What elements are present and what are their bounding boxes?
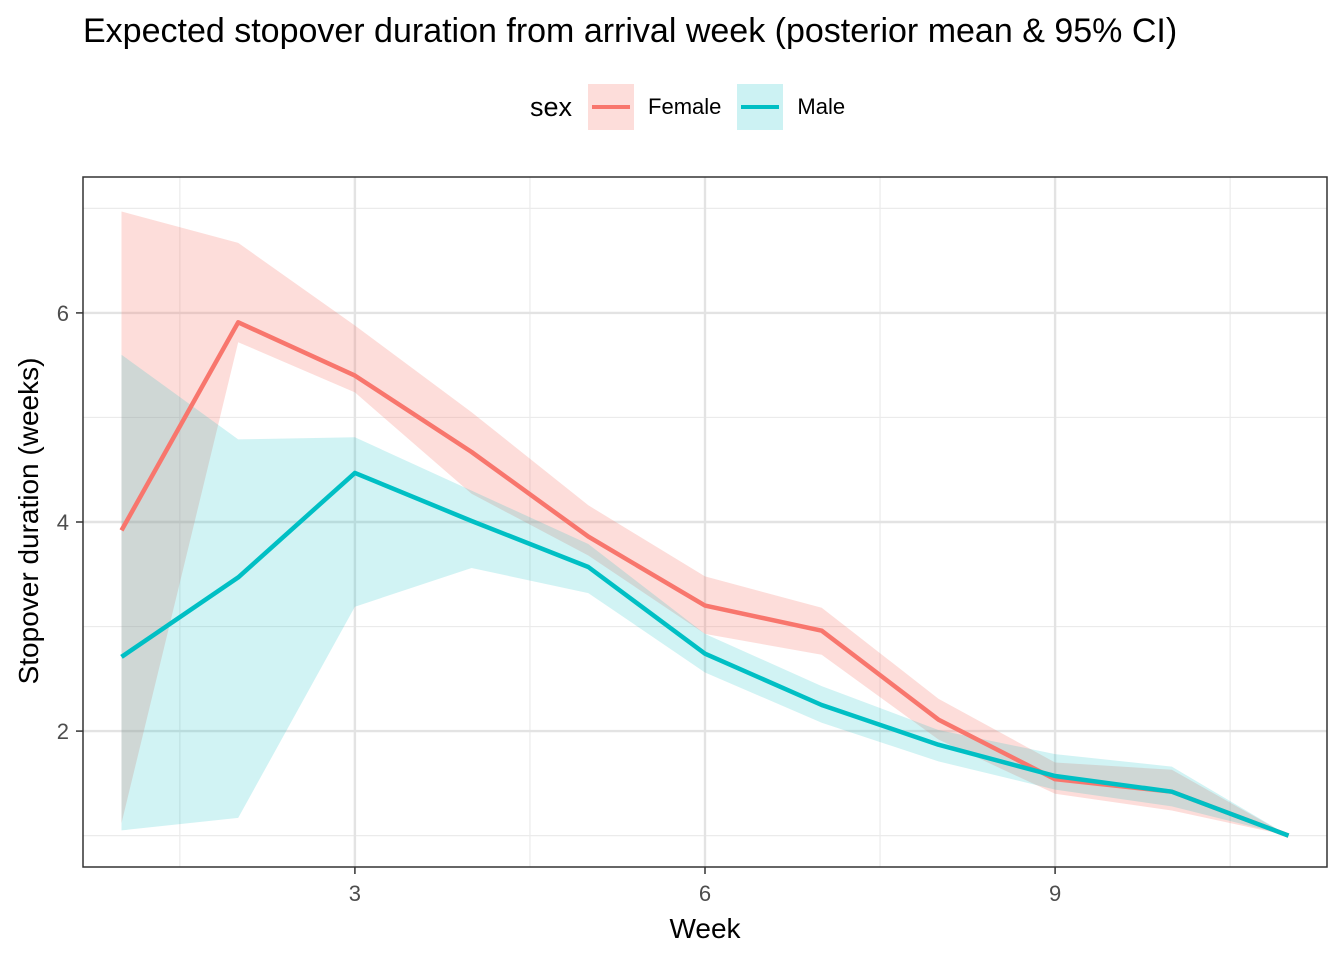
x-tick-label-9: 9 xyxy=(1049,881,1061,906)
legend: sex Female Male xyxy=(530,84,861,130)
legend-label-male: Male xyxy=(797,94,846,119)
series-lines xyxy=(119,320,1290,838)
legend-title: sex xyxy=(530,91,573,122)
y-tick-label-4: 4 xyxy=(57,510,69,535)
legend-key-female xyxy=(588,84,635,130)
axis-tick-labels: 3 6 9 2 4 6 xyxy=(57,301,1061,906)
male-ci-band xyxy=(121,354,1289,836)
axis-ticks xyxy=(76,312,1056,874)
legend-item-male: Male xyxy=(737,84,845,130)
female-ci-band xyxy=(121,211,1289,836)
legend-item-female: Female xyxy=(588,84,721,130)
y-axis-label: Stopover duration (weeks) xyxy=(13,358,44,685)
x-tick-label-3: 3 xyxy=(349,881,361,906)
legend-label-female: Female xyxy=(648,94,722,119)
major-gridlines xyxy=(83,177,1327,867)
x-axis-label: Week xyxy=(669,913,741,944)
y-tick-label-6: 6 xyxy=(57,301,69,326)
x-tick-label-6: 6 xyxy=(699,881,711,906)
chart-title: Expected stopover duration from arrival … xyxy=(83,12,1178,50)
legend-key-male xyxy=(737,84,784,130)
male-mean-line xyxy=(120,470,1290,838)
y-tick-label-2: 2 xyxy=(57,719,69,744)
confidence-bands xyxy=(121,211,1289,836)
